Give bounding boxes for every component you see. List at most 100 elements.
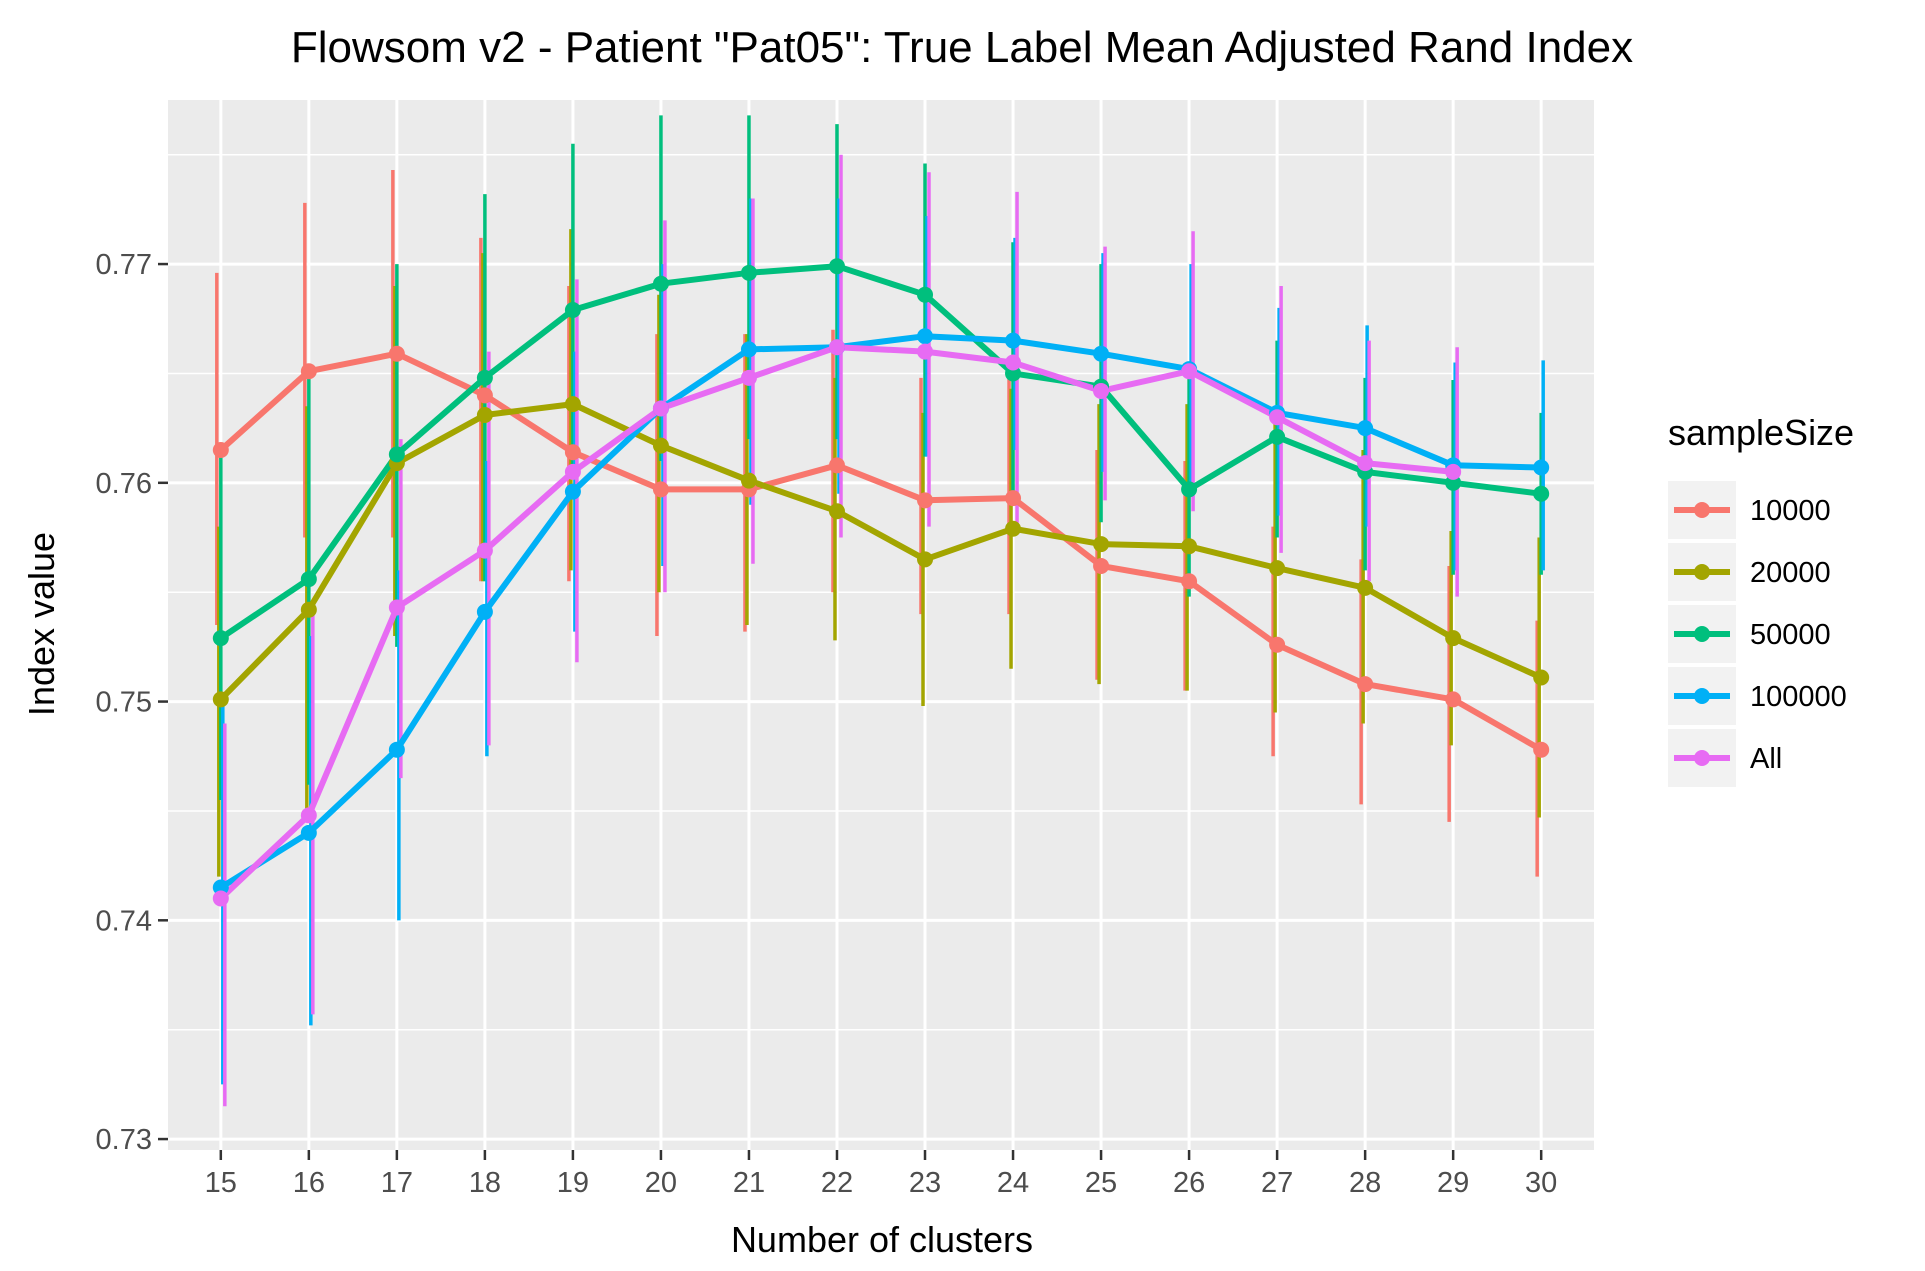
legend-key-point-100000 <box>1694 688 1710 704</box>
data-point-20000 <box>1005 520 1022 537</box>
series-points <box>212 258 1550 907</box>
y-tick-label: 0.74 <box>96 905 152 937</box>
data-point-50000 <box>652 275 669 292</box>
series-line-20000 <box>218 401 1543 702</box>
data-point-20000 <box>212 691 229 708</box>
data-point-20000 <box>740 472 757 489</box>
legend-key-point-50000 <box>1694 626 1710 642</box>
data-point-All <box>388 599 405 616</box>
data-point-10000 <box>1269 636 1286 653</box>
data-point-All <box>212 890 229 907</box>
legend-label-All: All <box>1750 743 1782 775</box>
data-point-50000 <box>917 286 934 303</box>
data-point-100000 <box>212 879 229 896</box>
data-point-All <box>1005 354 1022 371</box>
y-tick-label: 0.73 <box>96 1124 152 1156</box>
data-point-10000 <box>917 492 934 509</box>
data-point-20000 <box>300 601 317 618</box>
data-point-50000 <box>212 630 229 647</box>
series-line-50000 <box>219 263 1542 641</box>
data-point-10000 <box>1445 691 1462 708</box>
x-tick-label: 28 <box>1349 1167 1381 1199</box>
legend-key-point-10000 <box>1694 502 1710 518</box>
data-point-50000 <box>740 264 757 281</box>
x-tick-label: 17 <box>381 1167 413 1199</box>
legend-key-point-20000 <box>1694 564 1710 580</box>
data-point-10000 <box>828 457 845 474</box>
data-point-10000 <box>1005 490 1022 507</box>
data-point-All <box>652 400 669 417</box>
data-point-50000 <box>300 571 317 588</box>
x-tick-label: 29 <box>1437 1167 1469 1199</box>
x-tick-label: 25 <box>1085 1167 1117 1199</box>
data-point-50000 <box>1533 485 1550 502</box>
x-tick-label: 18 <box>469 1167 501 1199</box>
x-axis-title: Number of clusters <box>731 1219 1033 1260</box>
data-point-100000 <box>1093 345 1110 362</box>
data-point-All <box>1269 409 1286 426</box>
data-point-10000 <box>564 444 581 461</box>
data-point-10000 <box>1357 676 1374 693</box>
data-point-10000 <box>388 345 405 362</box>
data-point-All <box>564 463 581 480</box>
data-point-20000 <box>652 437 669 454</box>
data-point-20000 <box>564 396 581 413</box>
data-point-50000 <box>564 302 581 318</box>
data-point-20000 <box>1181 538 1198 555</box>
data-point-All <box>1445 463 1462 480</box>
data-point-All <box>1181 363 1198 380</box>
data-point-All <box>828 339 845 356</box>
legend: sampleSize 10000 20000 50000 100000 All <box>1668 412 1854 787</box>
data-point-20000 <box>1093 536 1110 553</box>
data-point-100000 <box>388 741 405 758</box>
data-point-50000 <box>1181 481 1198 498</box>
x-tick-label: 21 <box>733 1167 765 1199</box>
x-tick-label: 30 <box>1525 1167 1557 1199</box>
data-point-20000 <box>917 551 934 568</box>
data-point-100000 <box>564 483 581 500</box>
data-point-10000 <box>1093 557 1110 574</box>
data-point-10000 <box>300 363 317 380</box>
x-tick-label: 16 <box>293 1167 325 1199</box>
y-tick-label: 0.75 <box>96 687 152 719</box>
data-point-20000 <box>1533 669 1550 686</box>
data-point-All <box>1357 455 1374 472</box>
legend-label-50000: 50000 <box>1750 619 1831 651</box>
data-point-50000 <box>476 369 493 386</box>
data-point-10000 <box>1181 573 1198 590</box>
x-tick-label: 15 <box>205 1167 237 1199</box>
x-tick-label: 20 <box>645 1167 677 1199</box>
data-point-20000 <box>1445 630 1462 647</box>
x-tick-label: 23 <box>909 1167 941 1199</box>
plot-panel <box>168 100 1594 1150</box>
data-point-50000 <box>1269 428 1286 445</box>
data-point-All <box>740 369 757 386</box>
data-point-100000 <box>476 603 493 620</box>
data-point-100000 <box>1533 459 1550 476</box>
data-point-All <box>300 807 317 824</box>
data-point-20000 <box>476 407 493 423</box>
data-point-10000 <box>212 442 229 458</box>
data-point-All <box>476 542 493 559</box>
data-point-50000 <box>1005 365 1022 382</box>
axes: 0.73 0.74 0.75 0.76 0.77 15 16 17 18 19 20 21 22 23 24… <box>96 249 1558 1199</box>
legend-label-20000: 20000 <box>1750 557 1831 589</box>
data-point-100000 <box>300 824 317 841</box>
data-point-10000 <box>1533 741 1550 758</box>
data-point-100000 <box>740 341 757 358</box>
data-point-100000 <box>1005 332 1022 349</box>
y-tick-label: 0.76 <box>96 468 152 500</box>
legend-label-10000: 10000 <box>1750 495 1831 527</box>
legend-title: sampleSize <box>1668 412 1854 453</box>
data-point-20000 <box>1357 579 1374 596</box>
x-tick-label: 24 <box>997 1167 1029 1199</box>
y-axis-title: Index value <box>21 532 62 716</box>
data-point-100000 <box>1357 420 1374 437</box>
legend-label-100000: 100000 <box>1750 681 1847 713</box>
data-point-All <box>917 343 934 360</box>
y-tick-label: 0.77 <box>96 249 152 281</box>
series-line-100000 <box>219 333 1542 891</box>
x-tick-label: 22 <box>821 1167 853 1199</box>
data-point-10000 <box>652 481 669 498</box>
